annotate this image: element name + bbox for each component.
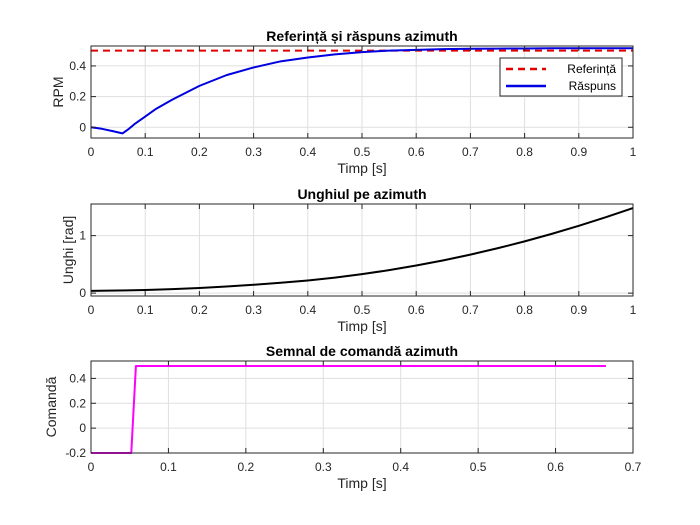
x-tick-label: 0.5 [470,460,487,474]
x-tick-label: 0.3 [245,303,262,317]
x-tick-label: 0.2 [238,460,255,474]
y-tick-label: 0 [79,421,86,435]
subplot-1: 0 0.1 0.2 0.3 0.4 0.5 0.6 0.7 0.8 0.9 1 0 0.2 0.4 Refe… [50,28,637,176]
chart-title: Referință și răspuns azimuth [266,28,457,44]
x-tick-label: 0.5 [354,145,371,159]
x-tick-label: 0.4 [392,460,409,474]
y-tick-label: 0 [79,286,86,300]
x-axis-label: Timp [s] [337,475,386,491]
y-axis-label: RPM [50,76,66,107]
plot-area [91,361,633,453]
legend-box [499,57,623,97]
y-tick-label: 0.4 [69,371,86,385]
y-axis-label: Comandă [43,376,59,437]
chart-title: Semnal de comandă azimuth [266,343,458,359]
x-tick-label: 0.2 [191,145,208,159]
x-tick-label: 0.9 [570,145,587,159]
y-tick-label: 0.4 [69,59,86,73]
x-tick-label: 0 [88,145,95,159]
x-tick-label: 0.3 [315,460,332,474]
x-tick-label: 0.2 [191,303,208,317]
y-tick-label: 0.2 [69,90,86,104]
x-tick-label: 0.7 [462,145,479,159]
subplot-2: 0 0.1 0.2 0.3 0.4 0.5 0.6 0.7 0.8 0.9 1 0 1 Unghiul p… [60,186,637,334]
x-tick-label: 0.5 [354,303,371,317]
subplot-3: 0 0.1 0.2 0.3 0.4 0.5 0.6 0.7-0.200.20.4Semnal … [43,343,642,491]
x-tick-label: 0.4 [299,303,316,317]
y-tick-label: -0.2 [65,446,86,460]
x-tick-label: 0.1 [137,145,154,159]
x-tick-label: 0.6 [408,145,425,159]
x-tick-label: 0.6 [408,303,425,317]
y-tick-label: 0 [79,120,86,134]
x-tick-label: 0 [88,460,95,474]
x-tick-label: 0.1 [160,460,177,474]
y-tick-label: 1 [79,229,86,243]
x-tick-label: 1 [630,145,637,159]
x-axis-label: Timp [s] [337,318,386,334]
x-tick-label: 0.8 [516,303,533,317]
x-tick-label: 0.7 [462,303,479,317]
y-tick-label: 0.2 [69,396,86,410]
x-tick-label: 0.8 [516,145,533,159]
x-axis-label: Timp [s] [337,160,386,176]
x-tick-label: 0.4 [299,145,316,159]
x-tick-label: 0.7 [625,460,642,474]
x-tick-label: 1 [630,303,637,317]
x-tick-label: 0.3 [245,145,262,159]
legend-label: Referință [567,62,616,76]
axes-frame [90,360,634,454]
series-line-signal [90,207,634,292]
x-tick-label: 0.6 [547,460,564,474]
y-axis-label: Unghi [rad] [60,216,76,284]
chart-title: Unghiul pe azimuth [297,186,426,202]
x-tick-label: 0.1 [137,303,154,317]
legend-label: Răspuns [569,79,616,93]
series-line-rspuns [90,47,633,135]
x-tick-label: 0 [88,303,95,317]
x-tick-label: 0.9 [570,303,587,317]
